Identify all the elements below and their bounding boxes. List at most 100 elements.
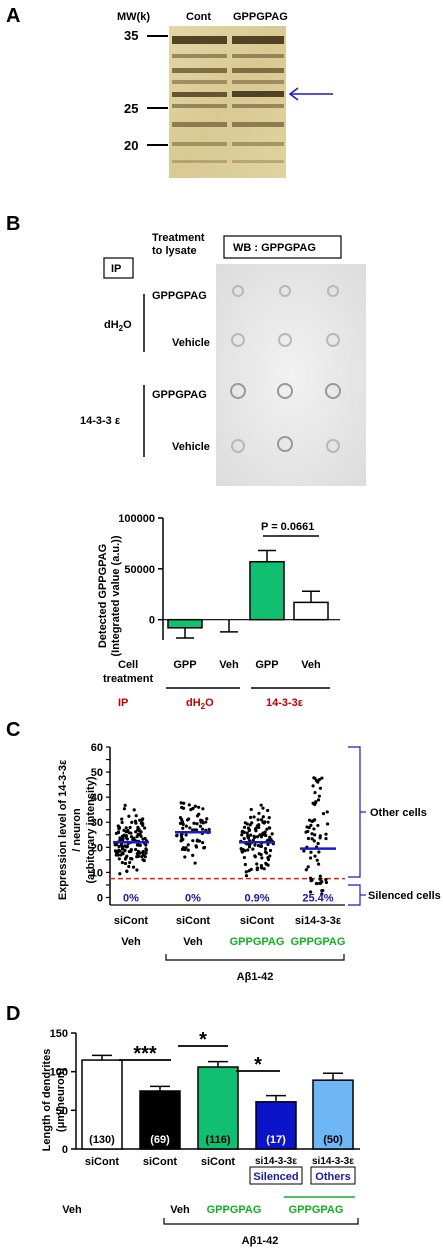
panel-a-letter: A <box>6 5 20 27</box>
c-abeta-label: Aβ1-42 <box>237 971 274 983</box>
chart-c-point <box>120 817 124 821</box>
chart-c-point <box>197 839 202 843</box>
chart-d-bar-0 <box>81 1059 123 1150</box>
chart-c-point <box>195 822 199 826</box>
chart-c-point <box>318 874 322 878</box>
chart-c-point <box>139 834 143 838</box>
chart-c-point <box>144 848 148 852</box>
chart-c-point <box>248 815 253 819</box>
chart-c-point <box>265 827 269 831</box>
chart-c-point <box>198 824 203 828</box>
chart-c-point <box>305 825 309 829</box>
panel-c-letter: C <box>6 719 20 741</box>
chart-c-point <box>310 878 314 882</box>
chart-d: Length of dendrites (μm/neuron) 0 50 100 15… <box>41 1028 360 1156</box>
marker-20: 20 <box>124 138 138 153</box>
chart-c-point <box>318 877 322 881</box>
sig-stars-3: * <box>254 1054 262 1076</box>
chart-c-point <box>266 808 270 813</box>
panel-d-letter: D <box>6 1003 20 1025</box>
chart-c-point <box>183 847 187 852</box>
chart-c-point <box>183 855 187 859</box>
chart-c-point <box>125 844 130 849</box>
chart-c-point <box>193 861 197 865</box>
chart-c-point <box>123 848 127 853</box>
arrow-left-icon <box>288 87 333 101</box>
chart-d-ylabel-line1: Length of dendrites <box>41 1049 53 1152</box>
chart-c-point <box>316 798 321 802</box>
chart-c-point <box>316 862 321 866</box>
chart-c-point <box>117 844 121 849</box>
gel-image <box>169 26 286 178</box>
chart-c-point <box>136 854 141 858</box>
chart-c-point <box>197 805 201 809</box>
chart-c-point <box>255 862 259 866</box>
chart-c-point <box>134 814 138 818</box>
chart-b-bar-3 <box>293 601 329 621</box>
chart-c-point <box>197 812 201 816</box>
chart-c-point <box>246 835 250 839</box>
others-box-label: Others <box>315 1171 350 1183</box>
d-label-si1433e-1: si14-3-3ε <box>255 1156 297 1167</box>
chart-c-point <box>118 836 122 840</box>
chart-c-group-3 <box>302 776 330 896</box>
d-label-sicont-3: siCont <box>201 1156 236 1168</box>
chart-d-n-label-2: (116) <box>205 1134 230 1146</box>
chart-c-point <box>124 835 128 840</box>
chart-c-point <box>264 861 268 865</box>
chart-c-point <box>317 794 321 798</box>
chart-b-xlabel-0: GPP <box>173 659 196 671</box>
chart-c-point <box>240 833 244 837</box>
c-label-gppgpag-1: GPPGPAG <box>230 936 285 948</box>
row-label-vehicle-2: Vehicle <box>172 441 210 453</box>
chart-c-point <box>141 837 145 841</box>
panel-d: D Length of dendrites (μm/neuron) 0 50 100… <box>6 1003 360 1247</box>
chart-c-point <box>184 824 188 828</box>
chart-c-point <box>259 844 263 848</box>
chart-c-point <box>253 855 257 859</box>
chart-c-point <box>142 859 146 863</box>
chart-c-point <box>124 856 128 860</box>
panel-b: B Treatment to lysate IP WB : GPPGPAG dH… <box>6 213 366 711</box>
chart-c-group-1 <box>175 801 211 865</box>
chart-c-point <box>186 843 190 847</box>
chart-d-ytick-label-1: 50 <box>56 1105 68 1117</box>
chart-c-ytick-label-4: 20 <box>91 842 103 854</box>
chart-c-ytick-label-8: 40 <box>91 792 103 804</box>
chart-d-bar-1 <box>139 1090 181 1150</box>
chart-d-n-label-0: (130) <box>89 1134 115 1146</box>
chart-c-point <box>268 848 273 853</box>
chart-c-point <box>205 817 209 821</box>
sig-stars-2: * <box>199 1029 207 1051</box>
c-label-si1433e: si14-3-3ε <box>295 915 342 927</box>
chart-c-point <box>316 823 320 828</box>
c-label-veh-1: Veh <box>121 936 141 948</box>
cell-treatment-line1: Cell <box>118 659 138 671</box>
chart-c-point <box>242 836 246 841</box>
chart-c-point <box>120 847 125 851</box>
silenced-cells-label: Silenced cells <box>368 890 441 902</box>
chart-c-point <box>263 850 268 854</box>
chart-c-point <box>253 827 258 831</box>
chart-c-point <box>116 853 120 857</box>
marker-25: 25 <box>124 101 138 116</box>
chart-c-point <box>259 852 263 857</box>
chart-c-point <box>123 803 127 807</box>
chart-c-point <box>243 862 247 867</box>
chart-c-point <box>125 869 129 873</box>
chart-c-ylabel-line3: (arbitorary intensity) <box>85 776 97 883</box>
chart-c-point <box>201 841 205 845</box>
chart-c-point <box>240 829 245 833</box>
chart-c-point <box>179 839 183 843</box>
chart-c-point <box>127 849 131 854</box>
dot-blot-spots <box>230 285 341 453</box>
chart-c-point <box>116 830 121 835</box>
chart-c-point <box>129 857 133 861</box>
chart-c-point <box>304 830 308 834</box>
ip-bottom-label: IP <box>118 697 128 709</box>
chart-d-n-label-1: (69) <box>150 1134 170 1146</box>
chart-c-point <box>186 848 190 852</box>
chart-c-point <box>121 834 125 838</box>
chart-c-ytick-label-6: 30 <box>91 817 103 829</box>
chart-c-point <box>191 839 195 843</box>
